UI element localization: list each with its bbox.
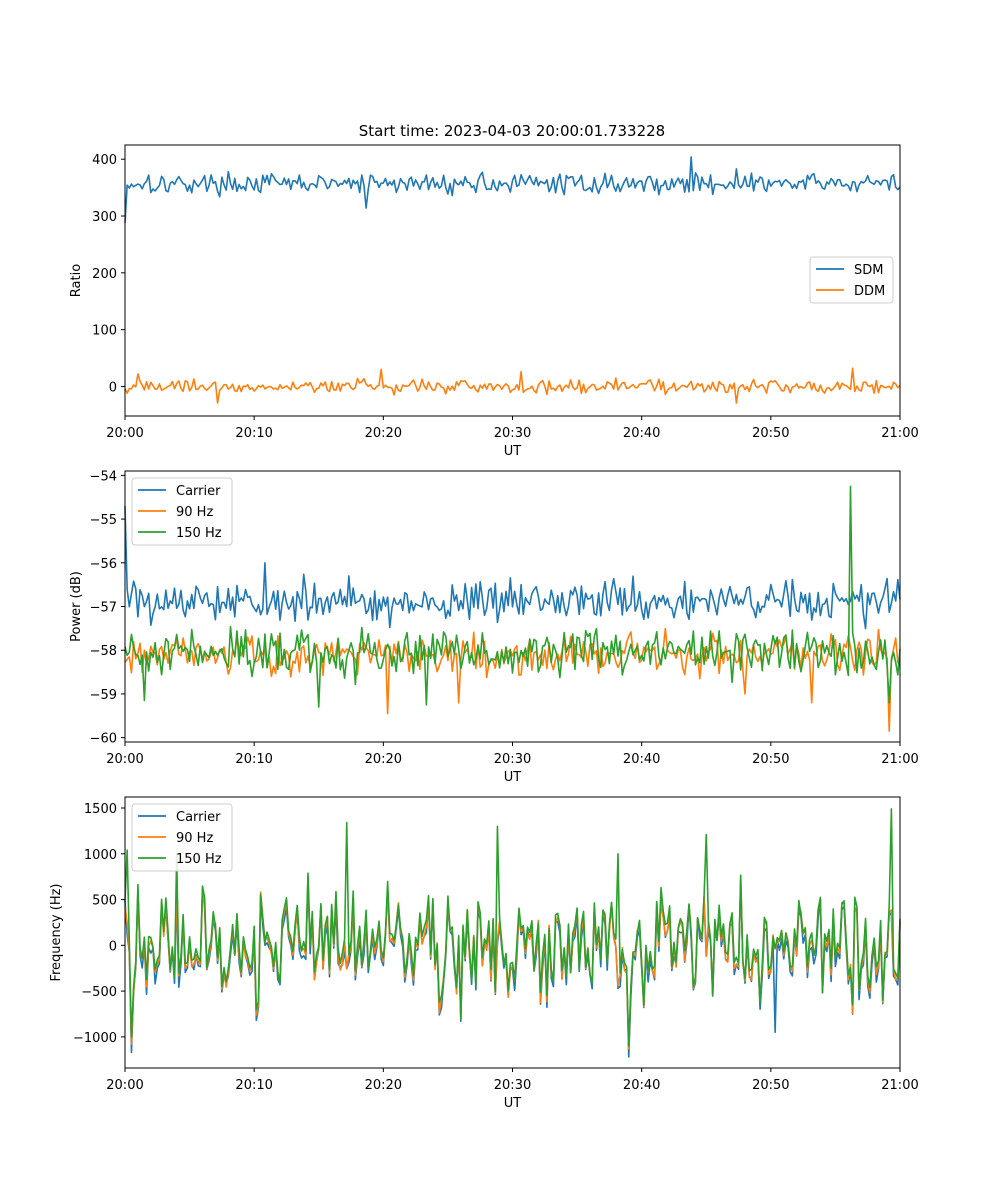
y-tick-label: −56	[90, 557, 117, 572]
y-tick-label: 100	[92, 324, 117, 339]
legend-label: 90 Hz	[176, 505, 213, 520]
x-tick-label: 20:00	[106, 752, 143, 767]
y-axis-label: Ratio	[69, 264, 84, 297]
y-tick-label: −54	[90, 469, 117, 484]
x-tick-label: 20:30	[494, 426, 531, 441]
x-tick-label: 21:00	[881, 1078, 918, 1093]
x-tick-label: 21:00	[881, 752, 918, 767]
y-tick-label: 1500	[84, 802, 117, 817]
series-line-sdm	[124, 156, 901, 223]
x-axis-label: UT	[504, 444, 522, 459]
chart-panel-3: 20:00 20:10 20:20 20:30 20:40 20:50 21:00 −1000…	[49, 796, 919, 1111]
chart-panels: 20:00 20:10 20:20 20:30 20:40 20:50 21:00 0 100 2…	[49, 144, 919, 1111]
y-tick-label: 1000	[84, 848, 117, 863]
y-tick-label: 500	[92, 894, 117, 909]
legend-box	[131, 477, 233, 546]
y-axis-label: Power (dB)	[69, 571, 84, 642]
x-tick-label: 20:50	[752, 752, 789, 767]
x-tick-label: 20:10	[235, 426, 272, 441]
series-line-carrier	[124, 505, 901, 630]
y-tick-label: −55	[90, 513, 117, 528]
x-tick-label: 20:40	[623, 752, 660, 767]
legend-label: Carrier	[176, 484, 221, 499]
x-tick-label: 20:50	[752, 426, 789, 441]
x-tick-label: 20:30	[494, 752, 531, 767]
x-tick-label: 20:30	[494, 1078, 531, 1093]
y-tick-label: −57	[90, 601, 117, 616]
x-tick-label: 20:00	[106, 1078, 143, 1093]
legend-label: 90 Hz	[176, 831, 213, 846]
legend: Carrier 90 Hz 150 Hz	[131, 477, 233, 546]
series-line-150-hz	[124, 808, 901, 1047]
y-tick-label: 400	[92, 153, 117, 168]
y-tick-label: 0	[109, 380, 117, 395]
x-tick-label: 20:10	[235, 1078, 272, 1093]
legend-box	[131, 803, 233, 872]
figure-title: Start time: 2023-04-03 20:00:01.733228	[359, 122, 665, 140]
y-tick-label: −500	[81, 985, 117, 1000]
x-tick-label: 20:00	[106, 426, 143, 441]
y-tick-label: 200	[92, 267, 117, 282]
series-line-ddm	[124, 367, 901, 404]
legend-label: 150 Hz	[176, 526, 222, 541]
x-tick-label: 20:40	[623, 1078, 660, 1093]
legend: SDM DDM	[809, 256, 894, 304]
x-tick-label: 21:00	[881, 426, 918, 441]
x-tick-label: 20:10	[235, 752, 272, 767]
x-tick-label: 20:20	[365, 1078, 402, 1093]
legend: Carrier 90 Hz 150 Hz	[131, 803, 233, 872]
legend-label: SDM	[854, 263, 883, 278]
chart-panel-1: 20:00 20:10 20:20 20:30 20:40 20:50 21:00 0 100 2…	[69, 144, 919, 459]
x-axis-label: UT	[504, 770, 522, 785]
x-tick-label: 20:40	[623, 426, 660, 441]
y-tick-label: −58	[90, 644, 117, 659]
series-line-150-hz	[124, 485, 901, 708]
x-axis-label: UT	[504, 1096, 522, 1111]
x-tick-label: 20:50	[752, 1078, 789, 1093]
x-tick-label: 20:20	[365, 426, 402, 441]
y-tick-label: −60	[90, 732, 117, 747]
y-tick-label: −1000	[73, 1031, 117, 1046]
legend-label: 150 Hz	[176, 852, 222, 867]
y-tick-label: 0	[109, 939, 117, 954]
legend-label: DDM	[854, 284, 885, 299]
legend-label: Carrier	[176, 810, 221, 825]
y-axis-label: Frequency (Hz)	[49, 883, 64, 981]
y-tick-label: −59	[90, 688, 117, 703]
x-tick-label: 20:20	[365, 752, 402, 767]
chart-panel-2: 20:00 20:10 20:20 20:30 20:40 20:50 21:00 −60 −5…	[69, 469, 919, 785]
y-tick-label: 300	[92, 210, 117, 225]
